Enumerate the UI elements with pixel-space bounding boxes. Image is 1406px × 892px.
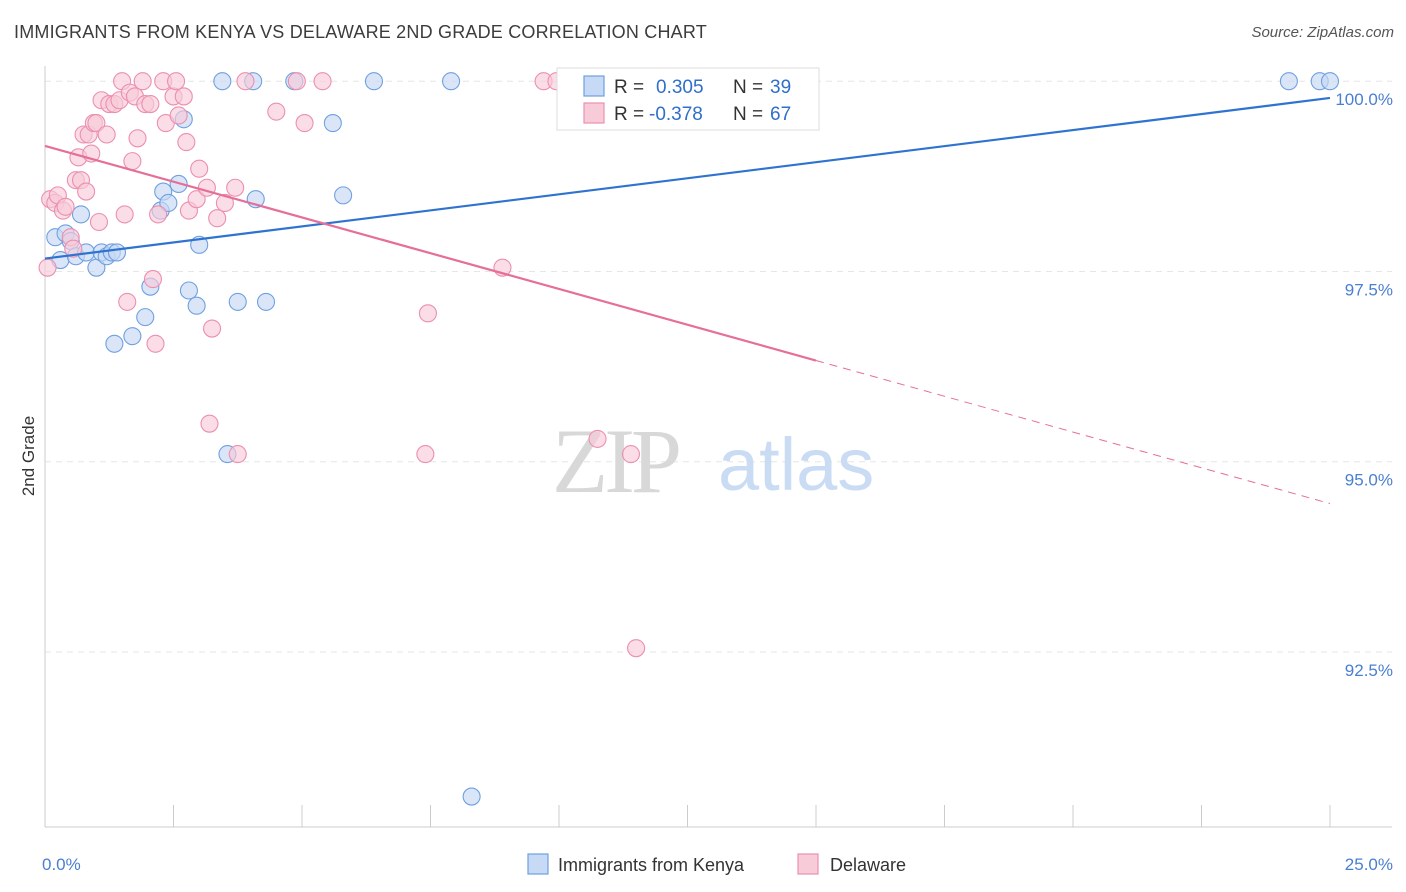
bottom-legend-kenya: Immigrants from Kenya bbox=[558, 855, 745, 875]
legend-r-label-delaware: R = bbox=[614, 104, 644, 125]
delaware-point-29 bbox=[128, 129, 147, 148]
chart-title: IMMIGRANTS FROM KENYA VS DELAWARE 2ND GR… bbox=[14, 22, 707, 42]
delaware-point-50 bbox=[215, 193, 234, 213]
delaware-point-12 bbox=[77, 182, 96, 201]
kenya-point-13 bbox=[123, 327, 142, 346]
legend-r-value-delaware: -0.378 bbox=[649, 104, 703, 125]
delaware-point-35 bbox=[149, 205, 168, 224]
kenya-point-35 bbox=[462, 787, 481, 806]
legend-swatch-kenya bbox=[583, 75, 605, 97]
x-tick-labels: 0.0% 25.0% bbox=[42, 855, 1393, 874]
delaware-point-44 bbox=[187, 190, 206, 209]
legend-n-label-kenya: N = bbox=[733, 77, 763, 98]
legend-r-value-kenya: 0.305 bbox=[656, 77, 704, 98]
kenya-point-38 bbox=[1320, 72, 1340, 91]
y-tick-label-3: 92.5% bbox=[1345, 661, 1393, 680]
kenya-point-14 bbox=[136, 308, 155, 327]
delaware-point-19 bbox=[97, 125, 116, 144]
legend-n-value-kenya: 39 bbox=[770, 77, 791, 98]
x-tick-label-1: 25.0% bbox=[1345, 855, 1393, 874]
kenya-point-31 bbox=[323, 114, 342, 133]
gridlines bbox=[45, 80, 1392, 653]
delaware-point-41 bbox=[174, 87, 193, 106]
legend-n-label-delaware: N = bbox=[733, 104, 763, 125]
delaware-point-42 bbox=[177, 133, 196, 152]
kenya-point-18 bbox=[159, 193, 178, 213]
delaware-point-34 bbox=[146, 334, 165, 353]
watermark-zip: ZIP bbox=[552, 410, 679, 512]
delaware-trend-line bbox=[44, 144, 817, 362]
delaware-point-54 bbox=[267, 102, 286, 121]
kenya-point-21 bbox=[179, 281, 198, 300]
delaware-point-65 bbox=[627, 639, 646, 658]
bottom-legend-delaware: Delaware bbox=[830, 855, 906, 875]
delaware-point-55 bbox=[287, 72, 306, 91]
delaware-point-24 bbox=[115, 205, 134, 224]
bottom-swatch-kenya bbox=[527, 853, 549, 875]
y-tick-label-2: 95.0% bbox=[1345, 471, 1393, 490]
delaware-point-30 bbox=[133, 72, 152, 91]
legend-r-label-kenya: R = bbox=[614, 77, 644, 98]
y-tick-label-1: 97.5% bbox=[1345, 280, 1393, 299]
kenya-point-22 bbox=[187, 296, 206, 315]
bottom-swatch-delaware bbox=[797, 853, 819, 875]
delaware-point-0 bbox=[38, 258, 57, 277]
delaware-point-53 bbox=[236, 72, 255, 91]
delaware-point-52 bbox=[228, 445, 247, 464]
delaware-point-63 bbox=[588, 429, 607, 448]
y-tick-label-0: 100.0% bbox=[1335, 90, 1393, 109]
kenya-point-26 bbox=[228, 292, 247, 311]
kenya-point-24 bbox=[213, 72, 232, 91]
delaware-point-64 bbox=[621, 445, 641, 464]
series-legend: Immigrants from Kenya Delaware bbox=[527, 853, 906, 875]
delaware-point-16 bbox=[87, 114, 106, 133]
delaware-point-45 bbox=[190, 159, 209, 178]
delaware-point-32 bbox=[141, 95, 160, 114]
trend-lines bbox=[44, 96, 1331, 505]
y-tick-labels: 100.0% 97.5% 95.0% 92.5% bbox=[1335, 90, 1393, 680]
delaware-trend-extension bbox=[815, 360, 1331, 505]
legend-n-value-delaware: 67 bbox=[770, 104, 791, 125]
data-points bbox=[38, 72, 1340, 806]
stats-legend: R = 0.305 N = 39 R = -0.378 N = 67 bbox=[556, 67, 820, 131]
delaware-point-33 bbox=[143, 270, 162, 289]
delaware-point-17 bbox=[89, 212, 109, 232]
delaware-point-40 bbox=[169, 106, 188, 125]
watermark-atlas: atlas bbox=[718, 423, 874, 506]
delaware-point-51 bbox=[226, 178, 245, 197]
kenya-point-34 bbox=[442, 72, 461, 91]
kenya-point-36 bbox=[1279, 72, 1298, 91]
kenya-point-29 bbox=[256, 292, 276, 311]
delaware-point-7 bbox=[64, 239, 83, 258]
delaware-point-59 bbox=[418, 304, 437, 323]
kenya-point-33 bbox=[364, 72, 384, 91]
kenya-point-11 bbox=[107, 243, 127, 262]
kenya-point-32 bbox=[334, 186, 353, 205]
delaware-point-25 bbox=[118, 292, 137, 311]
x-tick-label-0: 0.0% bbox=[42, 855, 81, 874]
y-axis-title: 2nd Grade bbox=[19, 416, 38, 496]
kenya-point-5 bbox=[71, 205, 91, 224]
delaware-point-56 bbox=[295, 114, 314, 133]
delaware-point-49 bbox=[208, 209, 227, 228]
delaware-point-60 bbox=[416, 445, 435, 464]
legend-swatch-delaware bbox=[583, 102, 605, 124]
delaware-point-39 bbox=[167, 72, 186, 91]
delaware-point-57 bbox=[313, 72, 332, 91]
axes bbox=[44, 66, 1392, 828]
watermark: ZIP atlas bbox=[552, 410, 874, 512]
delaware-point-27 bbox=[123, 152, 142, 171]
kenya-trend-line bbox=[44, 96, 1331, 260]
delaware-point-5 bbox=[56, 197, 75, 216]
delaware-point-47 bbox=[200, 414, 219, 433]
source-note: Source: ZipAtlas.com bbox=[1251, 24, 1394, 41]
delaware-point-48 bbox=[203, 319, 222, 338]
kenya-point-12 bbox=[105, 334, 124, 353]
